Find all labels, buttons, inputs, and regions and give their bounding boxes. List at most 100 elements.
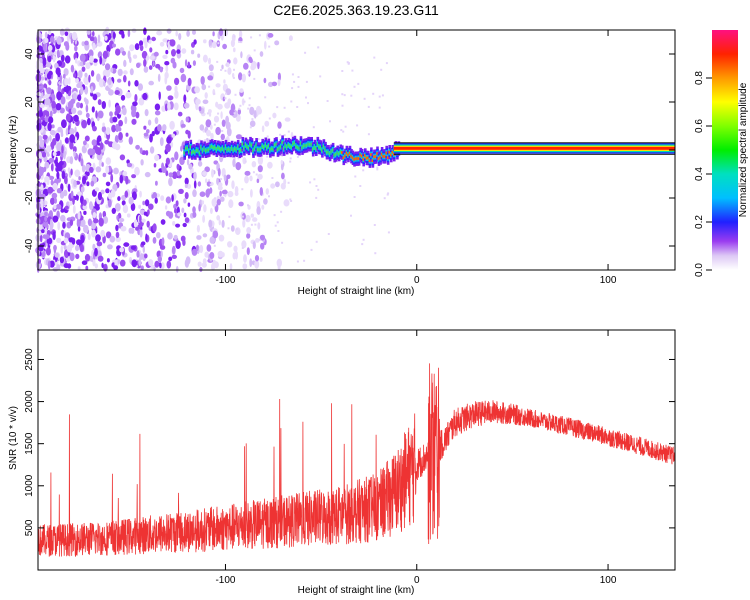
spectrogram-speckle (121, 200, 126, 206)
spectrogram-speckle (147, 119, 152, 126)
spectrogram-speckle (233, 47, 236, 53)
spectrogram-panel: -100 0 100 -40 -20 0 20 40 Height of straight … (8, 26, 676, 297)
x-tick-label: 100 (600, 275, 617, 286)
spectrogram-speckle (270, 183, 276, 189)
spectrogram-band-segment (252, 149, 255, 153)
spectrogram-speckle (223, 33, 226, 36)
spectrogram-speckle (63, 244, 67, 250)
spectrogram-speckle (77, 266, 81, 271)
spectrogram-speckle (305, 80, 308, 83)
spectrogram-speckle (85, 62, 91, 70)
spectrogram-speckle (192, 60, 196, 66)
spectrogram-band-segment (188, 149, 191, 153)
spectrogram-band-segment (386, 156, 390, 160)
spectrogram-band-segment (313, 145, 317, 149)
spectrogram-band-segment (256, 148, 260, 151)
spectrogram-speckle (69, 252, 75, 262)
spectrogram-speckle (241, 73, 246, 83)
spectrogram-speckle (98, 217, 104, 227)
spectrogram-speckle (60, 245, 64, 254)
spectrogram-speckle (132, 101, 138, 107)
spectrogram-speckle (199, 124, 205, 131)
spectrogram-band-segment (390, 153, 393, 157)
spectrogram-speckle (376, 168, 379, 171)
spectrogram-speckle (341, 70, 344, 72)
spectrogram-speckle (244, 175, 249, 184)
spectrogram-speckle (287, 130, 290, 133)
spectrogram-speckle (39, 103, 45, 108)
spectrogram-band-segment (203, 147, 206, 151)
spectrogram-speckle (178, 188, 184, 194)
spectrogram-band-segment (308, 142, 312, 146)
spectrogram-y-ticks: -40 -20 0 20 40 (24, 48, 675, 253)
spectrogram-speckle (80, 186, 85, 193)
spectrogram-speckle (69, 134, 75, 143)
spectrogram-band-segment (290, 145, 294, 149)
spectrogram-band-segment (243, 146, 246, 150)
spectrogram-speckle (48, 116, 54, 124)
spectrogram-speckle (256, 206, 261, 215)
spectrogram-speckle (49, 260, 55, 268)
spectrogram-speckle (307, 102, 309, 105)
y-tick-label: 2000 (24, 390, 35, 413)
spectrogram-speckle (173, 234, 178, 240)
spectrogram-speckle (158, 91, 161, 100)
spectrogram-speckle (139, 147, 143, 154)
spectrogram-speckle (50, 163, 54, 172)
spectrogram-speckle (221, 130, 224, 132)
spectrogram-speckle (387, 192, 390, 195)
spectrogram-speckle (204, 166, 210, 173)
spectrogram-speckle (220, 69, 223, 71)
spectrogram-speckle (138, 40, 144, 47)
spectrogram-speckle (257, 62, 260, 70)
spectrogram-speckle (249, 106, 255, 116)
spectrogram-speckle (47, 186, 54, 194)
spectrogram-band-segment (383, 155, 387, 158)
spectrogram-speckle (67, 183, 71, 192)
spectrogram-speckle (327, 233, 330, 235)
spectrogram-speckle (66, 244, 73, 253)
spectrogram-speckle (185, 116, 189, 123)
spectrogram-speckle (127, 80, 131, 87)
spectrogram-speckle (287, 181, 290, 184)
spectrogram-speckle (144, 199, 150, 207)
spectrogram-band-segment (341, 151, 344, 154)
spectrogram-speckle (175, 266, 179, 273)
spectrogram-speckle (385, 62, 388, 65)
spectrogram-speckle (139, 214, 142, 224)
spectrogram-speckle (160, 219, 166, 225)
spectrogram-speckle (171, 194, 174, 202)
spectrogram-speckle (263, 198, 268, 205)
spectrogram-band-segment (235, 148, 238, 152)
spectrogram-speckle (253, 110, 257, 119)
spectrogram-speckle (81, 164, 86, 173)
spectrogram-band-segment (374, 155, 378, 158)
spectrogram-speckle (243, 62, 249, 70)
spectrogram-speckle (276, 221, 279, 224)
spectrogram-speckle (249, 120, 256, 127)
spectrogram-speckle (303, 259, 306, 262)
spectrogram-band-segment (241, 142, 245, 146)
spectrogram-speckle (192, 189, 197, 198)
spectrogram-speckle (220, 133, 225, 141)
spectrogram-speckle (117, 196, 121, 202)
spectrogram-speckle (344, 125, 347, 128)
spectrogram-speckle (372, 92, 375, 95)
spectrogram-speckle (102, 69, 109, 78)
spectrogram-speckle (209, 124, 213, 130)
spectrogram-speckle (227, 241, 233, 248)
spectrogram-band-segment (238, 149, 242, 153)
spectrogram-speckle (79, 53, 86, 62)
spectrogram-speckle (230, 225, 235, 232)
spectrogram-speckle (159, 262, 162, 269)
spectrogram-band-segment (224, 145, 228, 149)
spectrogram-band-segment (230, 146, 234, 150)
spectrogram-band-segment (301, 146, 304, 150)
spectrogram-speckle (44, 227, 48, 235)
spectrogram-speckle (94, 187, 100, 192)
spectrogram-band-segment (244, 143, 248, 147)
spectrogram-speckle (195, 98, 201, 105)
spectrogram-speckle (78, 70, 83, 79)
spectrogram-band-segment (347, 153, 350, 157)
